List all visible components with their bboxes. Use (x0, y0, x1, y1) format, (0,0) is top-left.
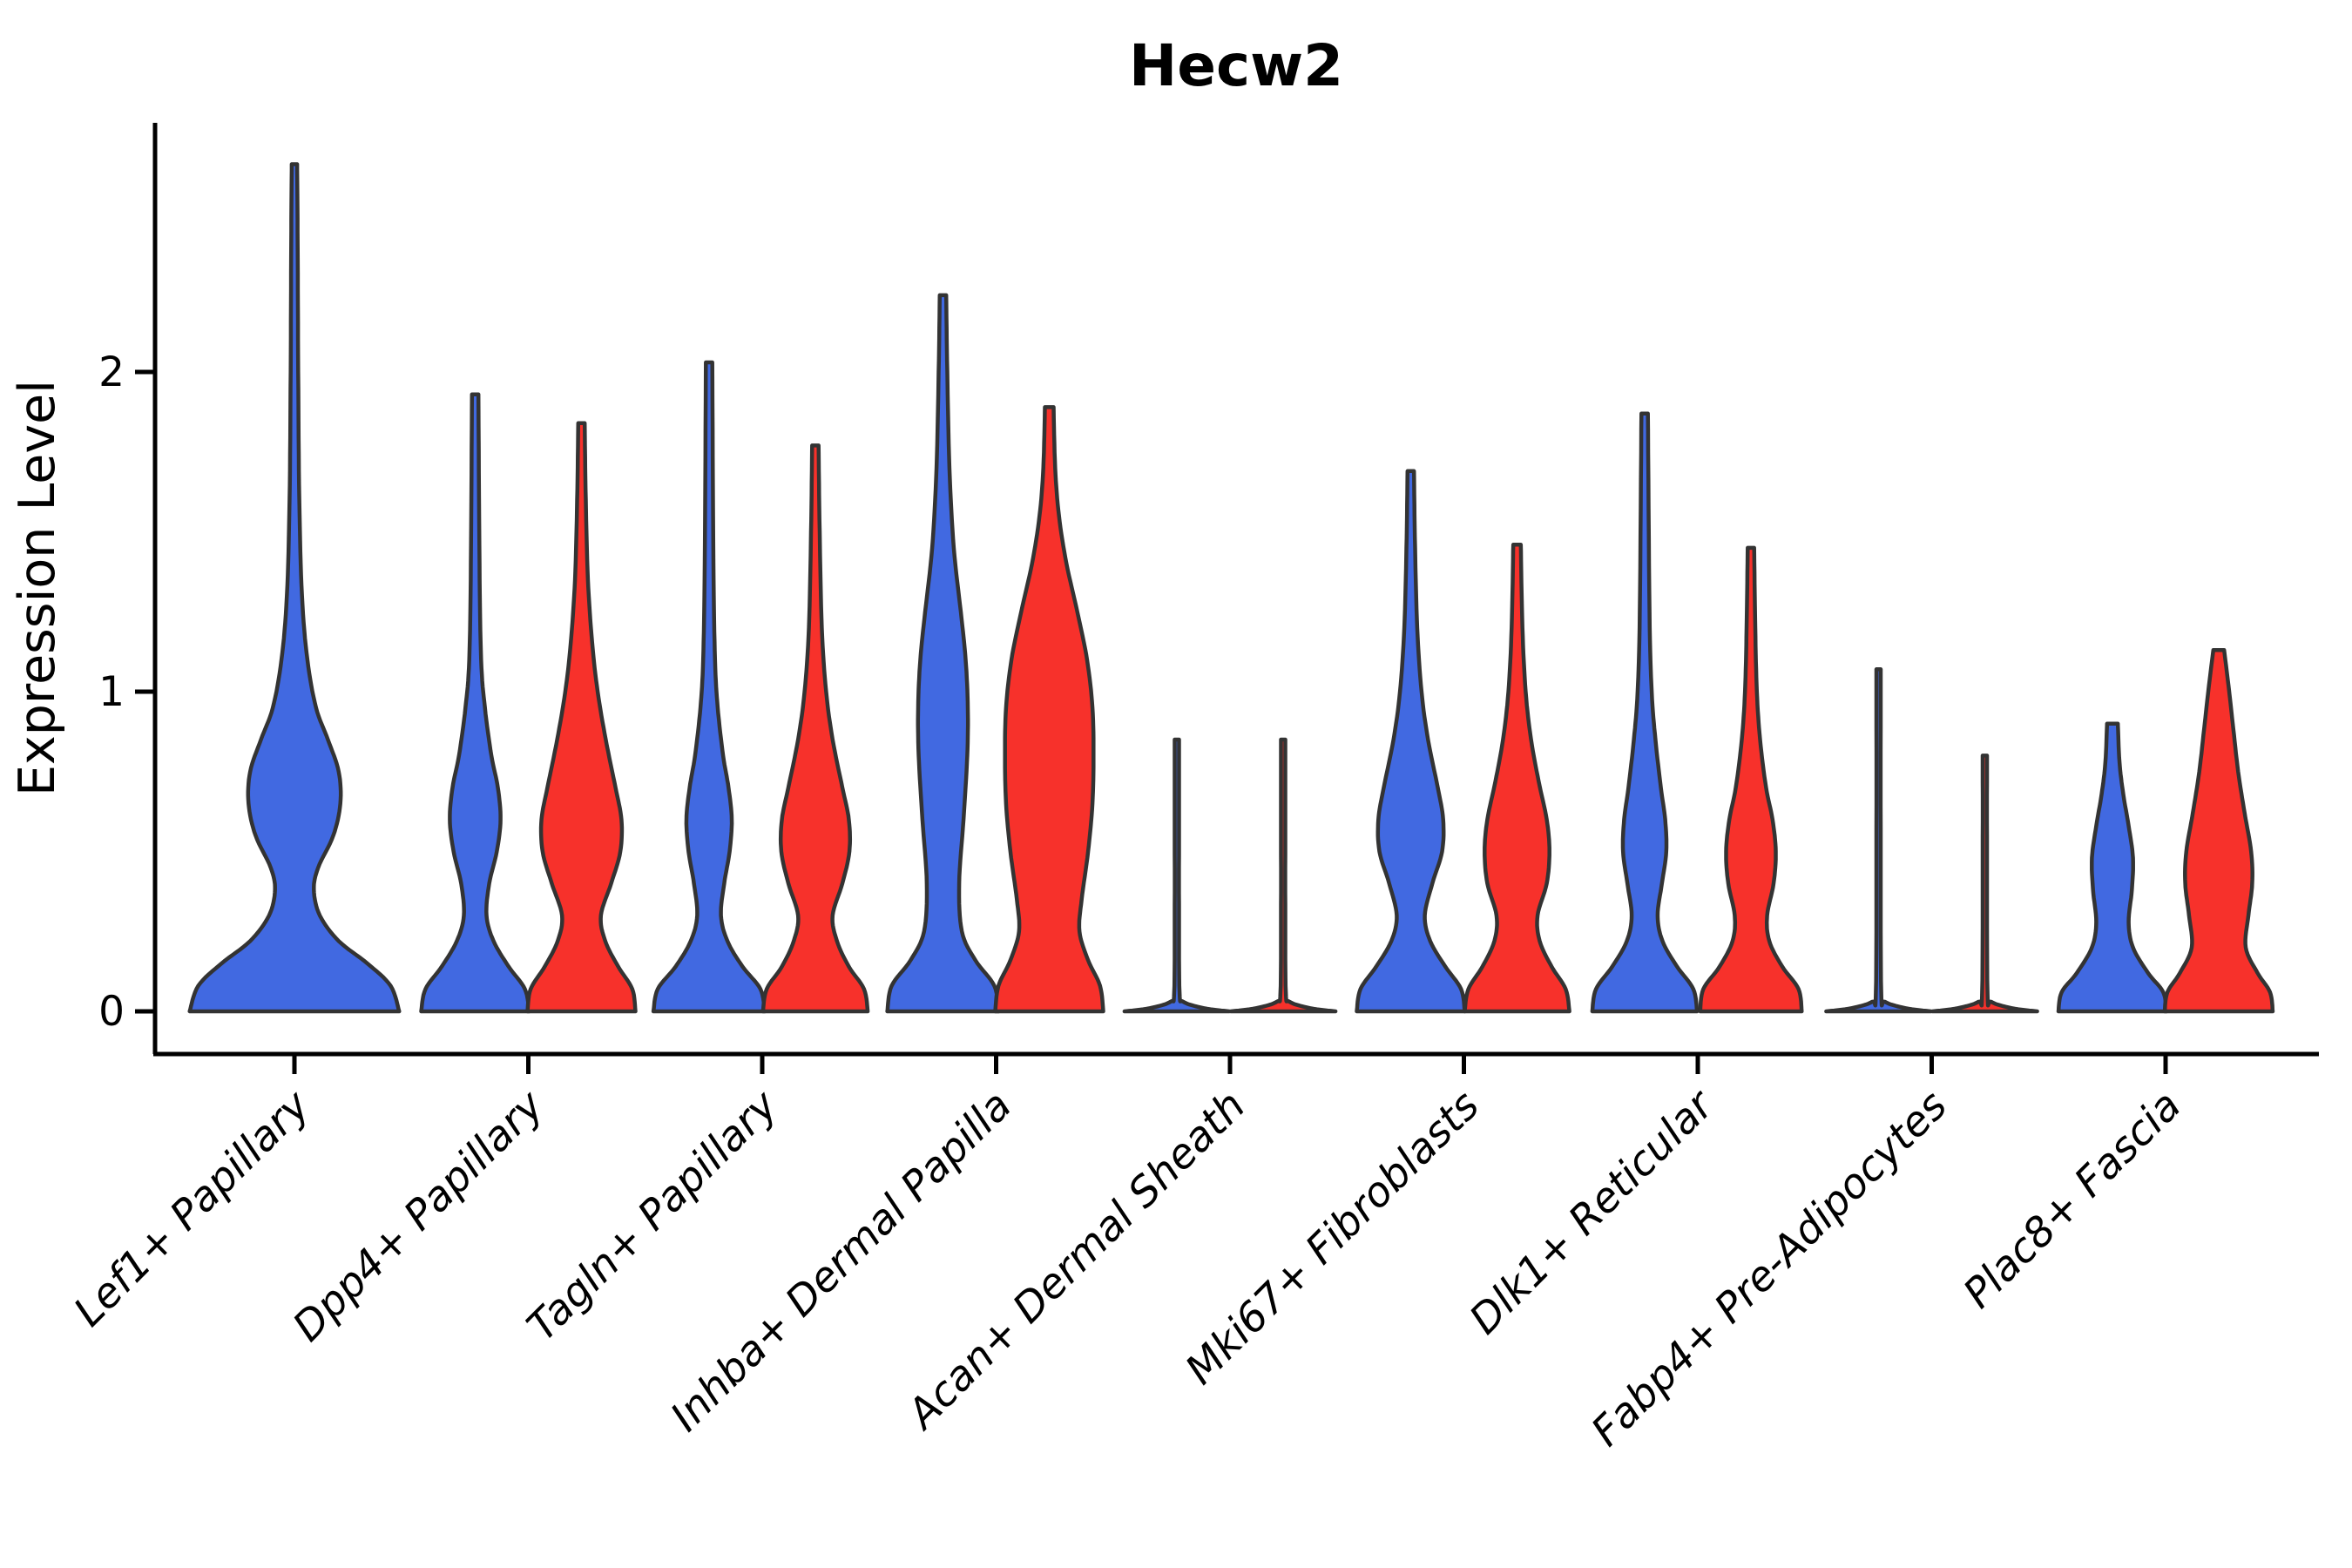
violin-6-red (1698, 545, 1804, 1014)
violin-3-blue (885, 293, 1001, 1014)
violin-4-blue (1122, 737, 1232, 1014)
violin-8-red (2162, 648, 2275, 1014)
category-label-8: Plac8+ Fascia (1954, 1082, 2190, 1318)
y-axis-label: Expression Level (9, 380, 66, 796)
violin-5-blue (1355, 469, 1467, 1014)
violin-7-red (1930, 754, 2039, 1014)
violin-5-red (1463, 542, 1571, 1014)
category-label-0: Lef1+ Papillary (64, 1081, 320, 1336)
x-axis-ticks (292, 1054, 2168, 1074)
y-tick-label-0: 0 (98, 988, 125, 1036)
violin-3-red (993, 405, 1105, 1014)
y-axis-ticks: 0 1 2 (98, 348, 155, 1036)
violin-1-red (525, 421, 638, 1014)
category-label-6: Dlk1+ Reticular (1461, 1080, 1725, 1344)
violin-8-blue (2056, 721, 2169, 1014)
violin-4-red (1228, 737, 1338, 1014)
violin-2-red (760, 443, 870, 1014)
violin-1-blue (419, 392, 531, 1014)
category-label-1: Dpp4+ Papillary (284, 1081, 554, 1351)
violin-7-blue (1824, 667, 1933, 1014)
violins-layer (187, 162, 2275, 1014)
y-tick-label-1: 1 (98, 668, 125, 716)
category-label-2: Tagln+ Papillary (518, 1081, 788, 1351)
violin-0-blue (187, 162, 402, 1014)
violin-6-blue (1590, 411, 1700, 1014)
chart-title: Hecw2 (1129, 32, 1343, 99)
y-tick-label-2: 2 (98, 348, 125, 396)
violin-2-blue (651, 360, 767, 1014)
